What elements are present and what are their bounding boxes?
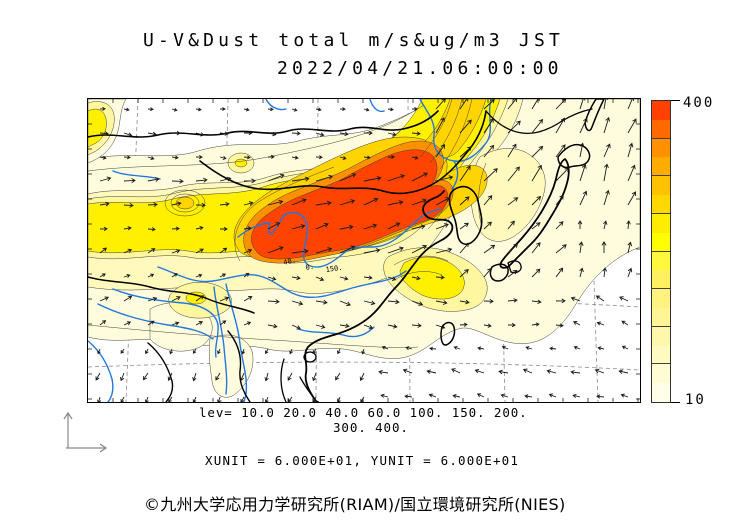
- colorbar-max-leader: [671, 100, 680, 101]
- svg-text:0.: 0.: [305, 263, 315, 272]
- credit-line: ©九州大学応用力学研究所(RIAM)/国立環境研究所(NIES): [144, 495, 566, 514]
- coastlines-layer: [88, 99, 605, 402]
- coast-hokkaido: [557, 143, 591, 169]
- x-axis-arrow: [66, 443, 108, 453]
- river-xi: [297, 326, 375, 338]
- wind-vectors-layer: [95, 99, 637, 402]
- coast-hainan: [303, 351, 317, 363]
- river-brahmaputra: [112, 288, 219, 358]
- river-mekong: [225, 283, 248, 402]
- coast-india: [147, 342, 174, 402]
- river-salween: [213, 286, 228, 395]
- border-russia: [88, 110, 439, 138]
- rivers-layer: [88, 99, 492, 402]
- contour-region-pale-south: [208, 334, 254, 398]
- river-baikal-a: [265, 99, 287, 111]
- river-yellow-river: [237, 208, 441, 268]
- contour-bullseye-west-core: [175, 196, 195, 210]
- colorbar-min-leader: [671, 402, 680, 403]
- contour-region-nw-yellow: [88, 108, 107, 148]
- contour-small-ring-core: [234, 158, 248, 168]
- colorbar-max-label: 400: [683, 95, 715, 111]
- river-songhua: [451, 160, 459, 190]
- contour-labels-layer: 40. 0. 150.: [283, 256, 343, 274]
- colorbar: [651, 100, 671, 403]
- coast-kyushu: [489, 263, 509, 282]
- vector-units-line: XUNIT = 6.000E+01, YUNIT = 6.000E+01: [205, 453, 520, 468]
- contour-levels-line2: 300. 400.: [333, 420, 409, 435]
- river-indus: [88, 340, 114, 402]
- border-himalaya: [88, 276, 255, 314]
- coast-sakhalin: [584, 99, 605, 132]
- contour-bullseye-west-ring: [164, 189, 206, 217]
- map-plot: 40. 0. 150.: [87, 98, 641, 403]
- coast-taiwan: [440, 321, 456, 346]
- contour-bullseye-west-mid: [170, 193, 200, 213]
- plot-title: U-V&Dust total m/s&ug/m3 JST: [143, 30, 565, 51]
- svg-text:40.: 40.: [283, 256, 297, 267]
- river-yangtze: [157, 266, 407, 299]
- contour-levels-line1: lev= 10.0 20.0 40.0 60.0 100. 150. 200.: [199, 405, 528, 420]
- river-ganges: [97, 303, 214, 340]
- plot-datetime: 2022/04/21.06:00:00: [277, 58, 563, 79]
- coast-thailand: [280, 358, 287, 402]
- svg-text:150.: 150.: [325, 264, 343, 274]
- frame-ticks-layer: [88, 99, 640, 402]
- y-axis-arrow: [63, 411, 73, 448]
- contour-region-yellow-secoast: [399, 256, 465, 300]
- river-baikal-b: [369, 99, 385, 113]
- colorbar-segments: [652, 101, 670, 402]
- coast-china: [304, 190, 454, 402]
- vector-scale-arrows: [63, 411, 108, 453]
- coast-korea: [448, 185, 483, 246]
- border-mongolia: [199, 110, 487, 195]
- colorbar-min-label: 10: [685, 392, 706, 408]
- coast-myanmar: [227, 330, 251, 402]
- border-ne-china: [485, 108, 593, 135]
